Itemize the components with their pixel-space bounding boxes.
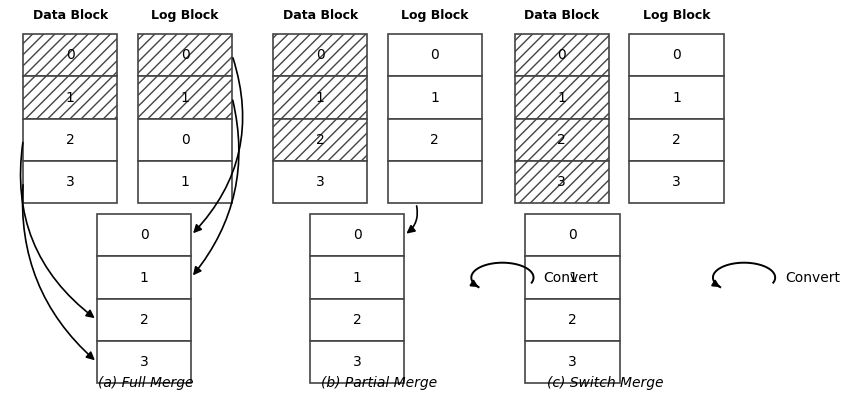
Bar (515, 161, 609, 203)
Text: 3: 3 (672, 175, 681, 189)
Bar (515, 76, 609, 119)
Bar (515, 119, 609, 161)
Bar (138, 119, 232, 161)
Text: 0: 0 (672, 48, 681, 62)
Text: Convert: Convert (543, 271, 598, 285)
Bar (629, 161, 723, 203)
Text: (b) Partial Merge: (b) Partial Merge (321, 376, 438, 390)
Bar (525, 256, 620, 299)
Bar (310, 256, 404, 299)
Bar (23, 76, 117, 119)
Bar (97, 256, 191, 299)
Text: 3: 3 (353, 355, 361, 369)
Bar (273, 34, 367, 76)
Text: Convert: Convert (785, 271, 840, 285)
Text: 3: 3 (558, 175, 566, 189)
Bar (388, 119, 482, 161)
Text: 3: 3 (66, 175, 75, 189)
Bar (525, 214, 620, 256)
Text: 1: 1 (66, 91, 75, 104)
Text: 2: 2 (353, 313, 361, 327)
Bar (525, 299, 620, 341)
Bar (310, 341, 404, 383)
Bar (23, 119, 117, 161)
Text: 0: 0 (568, 228, 577, 242)
Text: 0: 0 (558, 48, 566, 62)
Bar (138, 161, 232, 203)
Bar (629, 119, 723, 161)
Bar (23, 34, 117, 76)
Text: 2: 2 (430, 133, 439, 147)
Text: 1: 1 (315, 91, 325, 104)
Bar (273, 119, 367, 161)
Text: 0: 0 (139, 228, 149, 242)
Text: 0: 0 (316, 48, 325, 62)
Text: 1: 1 (558, 91, 566, 104)
Bar (388, 76, 482, 119)
Bar (273, 161, 367, 203)
Bar (388, 161, 482, 203)
Bar (97, 214, 191, 256)
Text: 1: 1 (180, 91, 190, 104)
Text: 0: 0 (66, 48, 75, 62)
Text: 1: 1 (180, 175, 190, 189)
Bar (388, 34, 482, 76)
Text: 2: 2 (568, 313, 577, 327)
Text: 3: 3 (139, 355, 149, 369)
Text: 2: 2 (558, 133, 566, 147)
Text: 2: 2 (316, 133, 325, 147)
Text: 0: 0 (181, 48, 190, 62)
Text: 3: 3 (316, 175, 325, 189)
Text: 2: 2 (139, 313, 149, 327)
Text: 3: 3 (568, 355, 577, 369)
Text: 1: 1 (353, 271, 361, 285)
Text: Log Block: Log Block (151, 10, 218, 22)
Text: 0: 0 (353, 228, 361, 242)
Bar (23, 161, 117, 203)
Text: (a) Full Merge: (a) Full Merge (99, 376, 194, 390)
Text: 2: 2 (66, 133, 75, 147)
Bar (525, 341, 620, 383)
Text: (c) Switch Merge: (c) Switch Merge (547, 376, 663, 390)
Text: 1: 1 (139, 271, 149, 285)
Text: Log Block: Log Block (643, 10, 711, 22)
Bar (310, 214, 404, 256)
Text: 0: 0 (181, 133, 190, 147)
Text: Log Block: Log Block (401, 10, 468, 22)
Text: 1: 1 (430, 91, 439, 104)
Bar (310, 299, 404, 341)
Text: 1: 1 (672, 91, 681, 104)
Text: Data Block: Data Block (282, 10, 358, 22)
Bar (138, 76, 232, 119)
Text: 0: 0 (430, 48, 439, 62)
Bar (273, 76, 367, 119)
Bar (138, 34, 232, 76)
Bar (629, 34, 723, 76)
Text: 1: 1 (568, 271, 577, 285)
Bar (515, 34, 609, 76)
Text: Data Block: Data Block (524, 10, 599, 22)
Text: Data Block: Data Block (33, 10, 108, 22)
Text: 2: 2 (672, 133, 681, 147)
Bar (97, 299, 191, 341)
Bar (97, 341, 191, 383)
Bar (629, 76, 723, 119)
